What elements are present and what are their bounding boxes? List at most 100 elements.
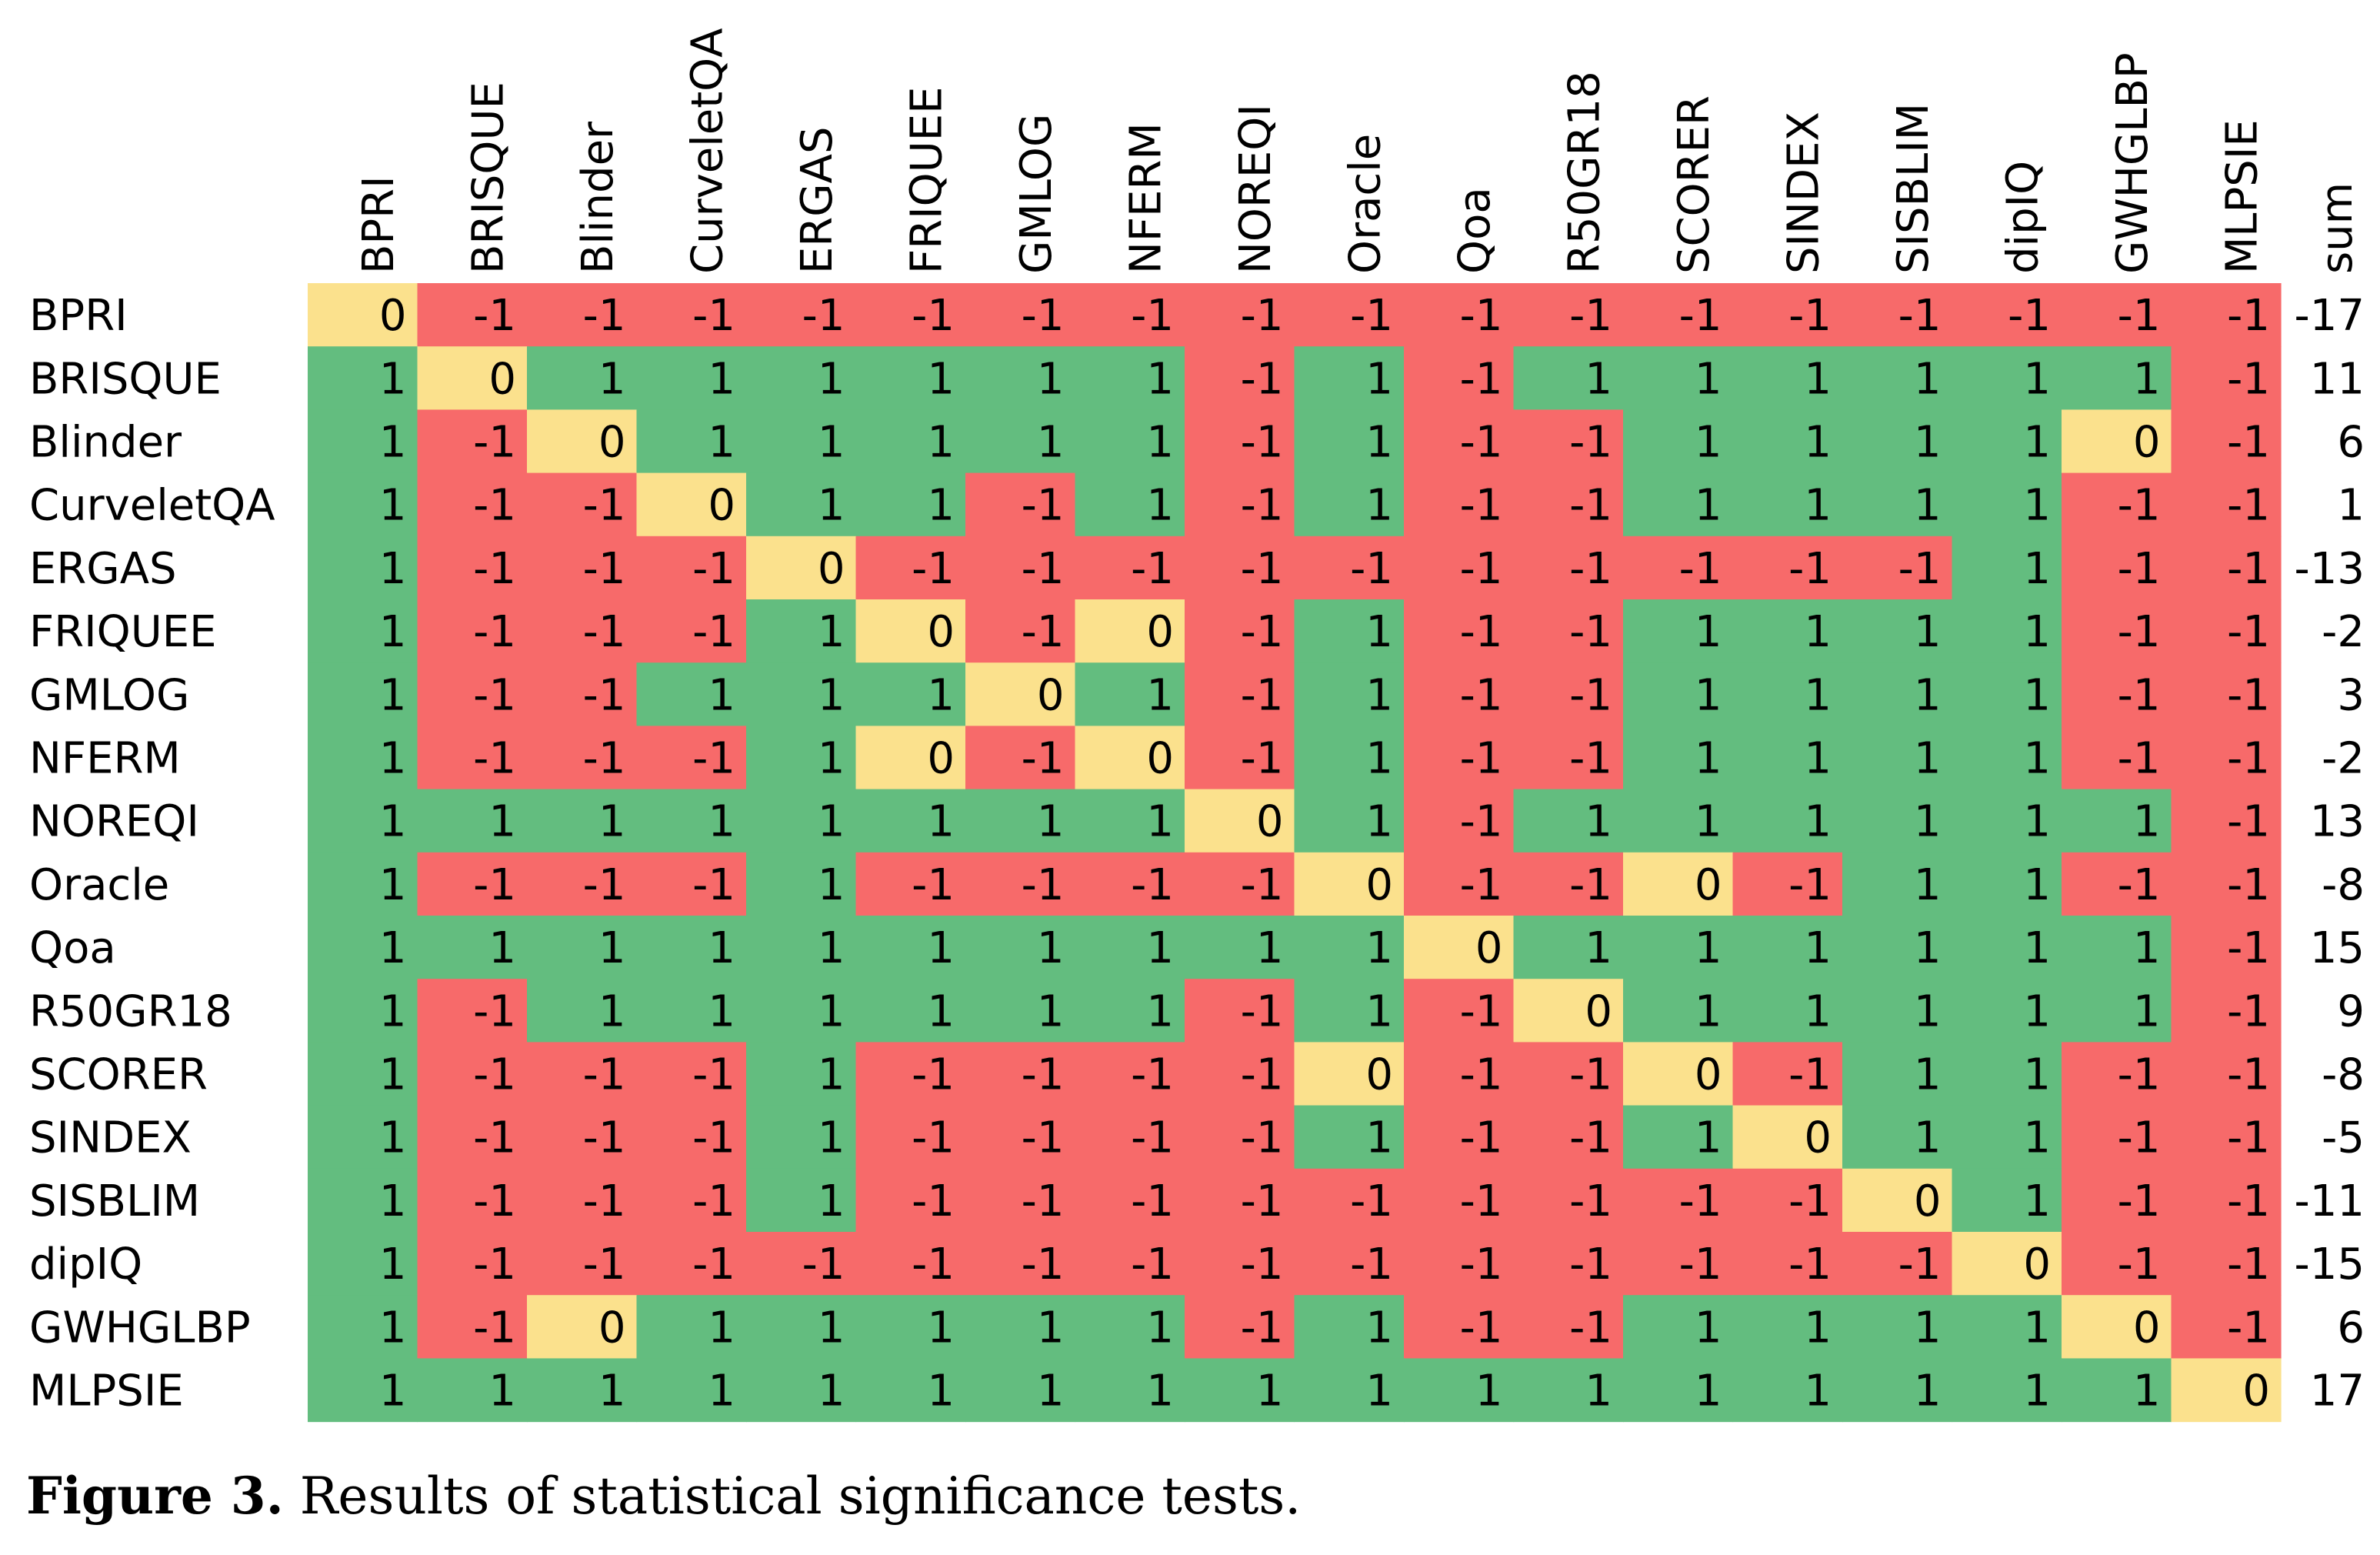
cell-value: -1 (1460, 544, 1503, 594)
cell-value: 1 (1695, 354, 1722, 404)
heatmap-cell (1294, 662, 1405, 726)
heatmap-cell (1732, 409, 1843, 474)
cell-value: 1 (818, 860, 845, 910)
heatmap-cell (965, 726, 1076, 790)
heatmap-cell (2062, 599, 2172, 663)
cell-value: -1 (912, 1240, 955, 1290)
cell-value: -1 (473, 1050, 516, 1100)
cell-value: -1 (473, 670, 516, 720)
heatmap-cell (1075, 1295, 1185, 1359)
cell-value: -1 (1898, 544, 1942, 594)
heatmap-cell (2171, 536, 2282, 600)
cell-value: 1 (2023, 1176, 2051, 1226)
cell-value: -1 (1788, 860, 1832, 910)
heatmap-cell (1185, 726, 1295, 790)
heatmap-cell (1623, 536, 1734, 600)
cell-value: -1 (1788, 1240, 1832, 1290)
cell-value: -1 (1131, 1050, 1174, 1100)
heatmap-cell (1404, 979, 1515, 1043)
heatmap-cell (308, 536, 418, 600)
heatmap-cell (417, 852, 528, 916)
cell-value: 1 (1365, 986, 1393, 1036)
cell-value: -1 (473, 418, 516, 468)
heatmap-cell (855, 1232, 966, 1296)
cell-value: -1 (692, 1113, 735, 1163)
cell-value: 1 (927, 1303, 955, 1353)
row-label: dipIQ (29, 1240, 142, 1290)
heatmap-cell (1404, 852, 1515, 916)
heatmap-cell (308, 283, 418, 347)
cell-value: 1 (1146, 986, 1174, 1036)
heatmap-cell (1294, 1295, 1405, 1359)
heatmap-cell (965, 789, 1076, 853)
heatmap-cell (1623, 1168, 1734, 1233)
cell-value: -1 (473, 1176, 516, 1226)
cell-value: 1 (1695, 1366, 1722, 1417)
cell-value: -1 (1131, 544, 1174, 594)
heatmap-cell (1623, 472, 1734, 537)
cell-value: -1 (583, 734, 626, 784)
cell-value: 1 (1804, 986, 1832, 1036)
heatmap-cell (1075, 1105, 1185, 1170)
heatmap-cell (1952, 1168, 2062, 1233)
heatmap-cell (965, 1168, 1076, 1233)
cell-value: -1 (1460, 860, 1503, 910)
cell-value: -1 (1460, 986, 1503, 1036)
heatmap-cell (1513, 1105, 1624, 1170)
heatmap-cell (1294, 346, 1405, 410)
heatmap-cell (1842, 1168, 1953, 1233)
heatmap-cell (1075, 662, 1185, 726)
heatmap-cell (746, 789, 857, 853)
heatmap-cell (1952, 409, 2062, 474)
sum-value: 6 (2337, 418, 2365, 468)
heatmap-cell (1075, 1168, 1185, 1233)
cell-value: -1 (692, 607, 735, 657)
cell-value: 1 (2023, 670, 2051, 720)
heatmap-cell (1952, 1105, 2062, 1170)
cell-value: 0 (598, 418, 626, 468)
sum-value: 15 (2310, 923, 2365, 973)
cell-value: -1 (1898, 291, 1942, 341)
cell-value: 1 (2023, 354, 2051, 404)
column-label: dipIQ (1998, 161, 2048, 274)
heatmap-cell (1185, 1042, 1295, 1106)
heatmap-cell (965, 1358, 1076, 1423)
heatmap-cell (746, 1042, 857, 1106)
cell-value: -1 (1241, 1176, 1284, 1226)
cell-value: 0 (1585, 986, 1612, 1036)
heatmap-cell (746, 726, 857, 790)
heatmap-cell (2171, 662, 2282, 726)
sum-value: 13 (2310, 797, 2365, 847)
heatmap-cell (1185, 283, 1295, 347)
heatmap-cell (636, 409, 747, 474)
sum-value: -2 (2322, 734, 2365, 784)
cell-value: -1 (1241, 1050, 1284, 1100)
heatmap-cell (855, 346, 966, 410)
cell-value: -1 (912, 291, 955, 341)
heatmap-cell (1185, 1232, 1295, 1296)
heatmap-cell (1732, 472, 1843, 537)
heatmap-cell (1513, 283, 1624, 347)
cell-value: -1 (1569, 1303, 1612, 1353)
cell-value: 1 (818, 734, 845, 784)
heatmap-cell (1952, 662, 2062, 726)
heatmap-cell (1513, 409, 1624, 474)
cell-value: 0 (2242, 1366, 2270, 1417)
heatmap-cell (308, 662, 418, 726)
cell-value: -1 (1679, 1240, 1722, 1290)
heatmap-cell (2171, 1232, 2282, 1296)
cell-value: 1 (1365, 1366, 1393, 1417)
heatmap-cell (746, 599, 857, 663)
heatmap-cell (1623, 346, 1734, 410)
cell-value: -1 (583, 544, 626, 594)
heatmap-cell (2062, 852, 2172, 916)
cell-value: -1 (1460, 418, 1503, 468)
heatmap-cell (636, 536, 747, 600)
cell-value: -1 (1788, 291, 1832, 341)
cell-value: -1 (1241, 481, 1284, 531)
heatmap-cell (417, 1105, 528, 1170)
cell-value: -1 (802, 1240, 845, 1290)
cell-value: 1 (1365, 481, 1393, 531)
cell-value: -1 (1788, 544, 1832, 594)
sum-value: 3 (2337, 670, 2365, 720)
